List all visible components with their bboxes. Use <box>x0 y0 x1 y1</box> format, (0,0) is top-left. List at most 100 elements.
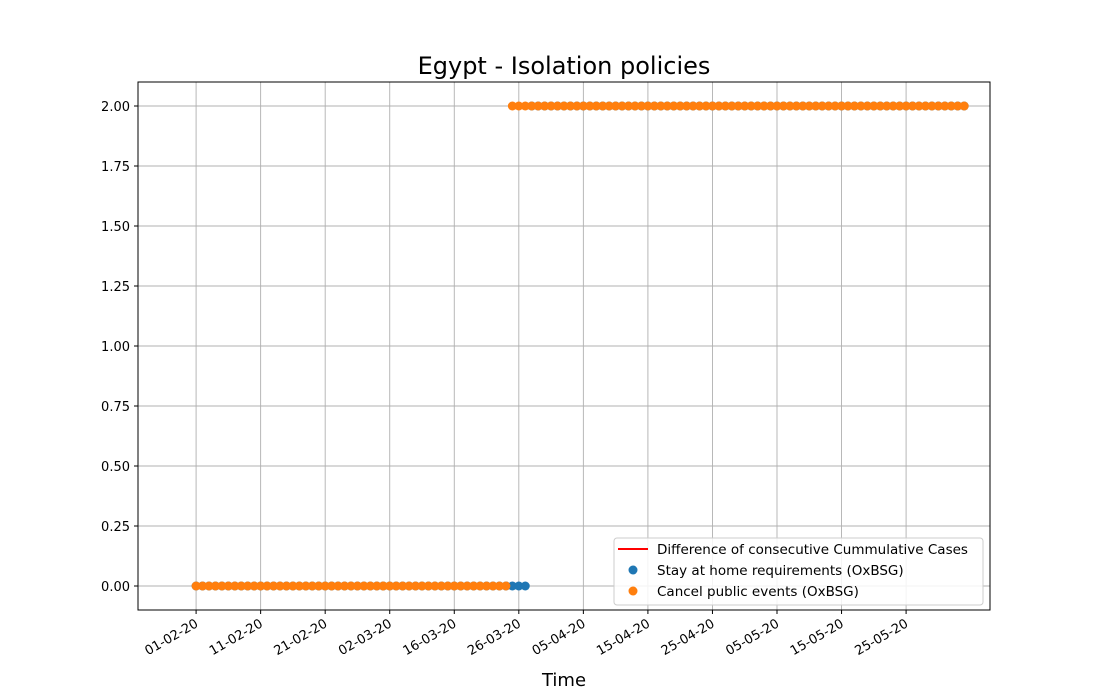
cancel-events-point <box>578 101 588 111</box>
cancel-events-point <box>959 101 969 111</box>
cancel-events-point <box>262 581 272 591</box>
cancel-events-point <box>688 101 698 111</box>
cancel-events-point <box>804 101 814 111</box>
y-tick-label: 1.00 <box>101 340 130 355</box>
cancel-events-point <box>198 581 208 591</box>
cancel-events-point <box>766 101 776 111</box>
legend: Difference of consecutive Cummulative Ca… <box>613 537 984 606</box>
cancel-events-point <box>572 101 582 111</box>
cancel-events-point <box>301 581 311 591</box>
cancel-events-point <box>540 101 550 111</box>
cancel-events-point <box>946 101 956 111</box>
cancel-events-point <box>230 581 240 591</box>
cancel-events-point <box>953 101 963 111</box>
cancel-events-point <box>340 581 350 591</box>
stay-at-home-point <box>514 581 524 591</box>
cancel-events-point <box>649 101 659 111</box>
cancel-events-point <box>862 101 872 111</box>
cancel-events-point <box>507 101 517 111</box>
cancel-events-point <box>559 101 569 111</box>
cancel-events-point <box>294 581 304 591</box>
cancel-events-point <box>527 101 537 111</box>
cancel-events-point <box>585 101 595 111</box>
x-axis-label: Time <box>541 670 586 687</box>
cancel-events-point <box>624 101 634 111</box>
cancel-events-point <box>933 101 943 111</box>
cancel-events-point <box>482 581 492 591</box>
cancel-events-point <box>469 581 479 591</box>
marks-layer <box>191 101 969 591</box>
cancel-events-point <box>778 101 788 111</box>
cancel-events-point <box>533 101 543 111</box>
cancel-events-point <box>352 581 362 591</box>
cancel-events-point <box>565 101 575 111</box>
cancel-events-point <box>243 581 253 591</box>
cancel-events-point <box>901 101 911 111</box>
cancel-events-point <box>630 101 640 111</box>
cancel-events-point <box>591 101 601 111</box>
cancel-events-point <box>456 581 466 591</box>
cancel-events-point <box>617 101 627 111</box>
cancel-events-point <box>191 581 201 591</box>
cancel-events-point <box>520 101 530 111</box>
cancel-events-point <box>888 101 898 111</box>
cancel-events-point <box>320 581 330 591</box>
cancel-events-point <box>753 101 763 111</box>
cancel-events-point <box>843 101 853 111</box>
cancel-events-point <box>882 101 892 111</box>
cancel-events-point <box>398 581 408 591</box>
cancel-events-point <box>759 101 769 111</box>
cancel-events-point <box>927 101 937 111</box>
cancel-events-point <box>449 581 459 591</box>
cancel-events-point <box>327 581 337 591</box>
cancel-events-point <box>707 101 717 111</box>
cancel-events-point <box>849 101 859 111</box>
legend-marker-stay-at-home <box>628 565 638 575</box>
cancel-events-point <box>875 101 885 111</box>
y-tick-label: 0.00 <box>101 580 130 595</box>
cancel-events-point <box>501 581 511 591</box>
cancel-events-point <box>701 101 711 111</box>
cancel-events-point <box>714 101 724 111</box>
cancel-events-point <box>204 581 214 591</box>
cancel-events-point <box>333 581 343 591</box>
cancel-events-point <box>281 581 291 591</box>
cancel-events-point <box>920 101 930 111</box>
cancel-events-point <box>372 581 382 591</box>
cancel-events-point <box>914 101 924 111</box>
cancel-events-point <box>869 101 879 111</box>
cancel-events-point <box>436 581 446 591</box>
cancel-events-point <box>494 581 504 591</box>
y-tick-label: 1.50 <box>101 220 130 235</box>
cancel-events-point <box>740 101 750 111</box>
cancel-events-point <box>611 101 621 111</box>
cancel-events-point <box>682 101 692 111</box>
cancel-events-point <box>598 101 608 111</box>
cancel-events-point <box>895 101 905 111</box>
cancel-events-point <box>430 581 440 591</box>
cancel-events-point <box>365 581 375 591</box>
cancel-events-point <box>727 101 737 111</box>
cancel-events-point <box>404 581 414 591</box>
cancel-events-point <box>423 581 433 591</box>
legend-label-stay-at-home: Stay at home requirements (OxBSG) <box>657 563 904 579</box>
cancel-events-point <box>217 581 227 591</box>
cancel-events-point <box>772 101 782 111</box>
cancel-events-point <box>811 101 821 111</box>
cancel-events-point <box>288 581 298 591</box>
stay-at-home-point <box>520 581 530 591</box>
cancel-events-point <box>675 101 685 111</box>
y-tick-label: 0.75 <box>101 400 130 415</box>
cancel-events-point <box>669 101 679 111</box>
cancel-events-point <box>830 101 840 111</box>
grid-layer <box>138 82 990 610</box>
cancel-events-point <box>824 101 834 111</box>
cancel-events-point <box>223 581 233 591</box>
cancel-events-point <box>488 581 498 591</box>
y-tick-label: 1.25 <box>101 280 130 295</box>
chart-title: Egypt - Isolation policies <box>418 52 711 80</box>
cancel-events-point <box>604 101 614 111</box>
y-tick-label: 2.00 <box>101 100 130 115</box>
cancel-events-point <box>662 101 672 111</box>
